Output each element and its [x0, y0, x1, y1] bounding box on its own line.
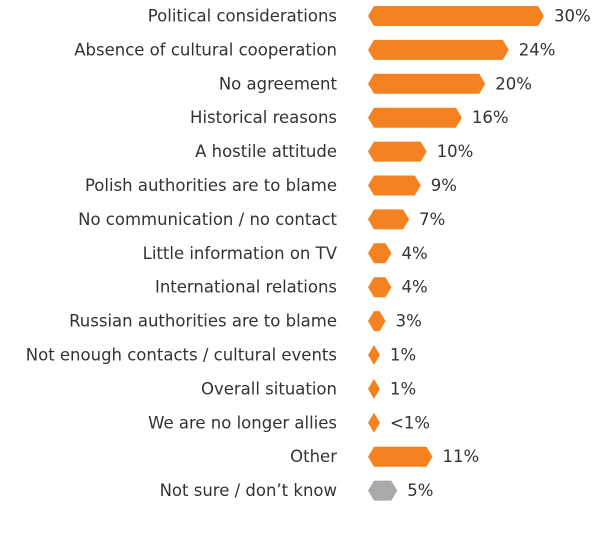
value-label: 1%: [390, 346, 416, 365]
value-label: 30%: [554, 7, 591, 26]
bar: [368, 141, 427, 162]
category-label: Polish authorities are to blame: [85, 176, 337, 195]
bar: [368, 107, 462, 128]
bar-group: [368, 6, 544, 501]
bar: [368, 311, 386, 332]
value-label: 1%: [390, 379, 416, 398]
category-label: A hostile attitude: [195, 142, 337, 161]
value-label: 24%: [519, 40, 556, 59]
category-label-group: Political considerations Absence of cultu…: [26, 7, 338, 501]
category-label: Not enough contacts / cultural events: [26, 346, 337, 365]
category-label: We are no longer allies: [148, 413, 337, 432]
category-label: Russian authorities are to blame: [69, 312, 337, 331]
value-label: 4%: [402, 244, 428, 263]
bar: [368, 378, 380, 399]
value-label: <1%: [390, 413, 430, 432]
value-label: 5%: [407, 481, 433, 500]
value-label: 16%: [472, 108, 509, 127]
bar: [368, 209, 410, 230]
bar: [368, 345, 380, 365]
bar: [368, 175, 421, 196]
bar: [368, 277, 392, 298]
bar: [368, 480, 398, 501]
value-label: 11%: [443, 447, 480, 466]
category-label: No agreement: [219, 74, 338, 93]
value-label: 10%: [437, 142, 474, 161]
category-label: Not sure / don’t know: [160, 481, 337, 500]
category-label: No communication / no contact: [78, 210, 337, 229]
value-label: 4%: [402, 278, 428, 297]
category-label: Historical reasons: [190, 108, 337, 127]
value-label: 7%: [419, 210, 445, 229]
category-label: Political considerations: [148, 7, 337, 26]
bar: [368, 39, 509, 60]
value-label: 9%: [431, 176, 457, 195]
bar: [368, 6, 544, 26]
category-label: Other: [290, 447, 337, 466]
category-label: Absence of cultural cooperation: [74, 40, 337, 59]
bar: [368, 73, 486, 94]
category-label: Overall situation: [201, 379, 337, 398]
value-label-group: 30% 24% 20% 16% 10% 9% 7% 4% 4% 3% 1% 1% <1% 11% 5%: [390, 7, 591, 501]
value-label: 3%: [396, 312, 422, 331]
bar: [368, 446, 433, 467]
bar: [368, 412, 380, 433]
category-label: International relations: [155, 278, 337, 297]
bar: [368, 243, 392, 264]
category-label: Little information on TV: [143, 244, 338, 263]
value-label: 20%: [495, 74, 532, 93]
